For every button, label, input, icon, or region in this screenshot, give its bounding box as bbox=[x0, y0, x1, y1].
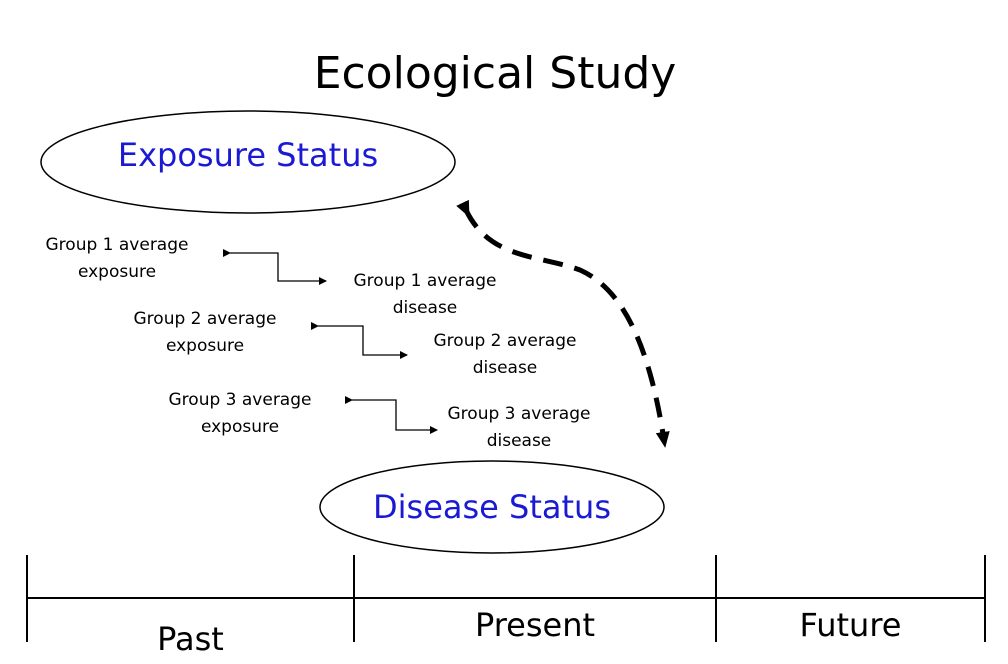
group-3-exposure-text: Group 3 average exposure bbox=[168, 390, 312, 437]
group-3-disease-text: Group 3 average disease bbox=[447, 404, 591, 451]
group-1-connector bbox=[223, 249, 327, 285]
group-2-exposure-text: Group 2 average exposure bbox=[133, 309, 277, 356]
disease-status-ellipse bbox=[319, 460, 665, 554]
timeline-label-past: Past bbox=[157, 620, 224, 658]
group-3-connector bbox=[345, 396, 438, 434]
group-2-connector bbox=[311, 322, 408, 359]
diagram-title: Ecological Study bbox=[313, 48, 677, 99]
group-1-exposure-text: Group 1 average exposure bbox=[45, 235, 189, 282]
disease-status-label: Disease Status bbox=[373, 488, 611, 526]
timeline-label-future: Future bbox=[799, 606, 902, 644]
exposure-disease-dashed-arrow bbox=[456, 199, 670, 448]
exposure-status-ellipse bbox=[40, 110, 456, 214]
exposure-status-label: Exposure Status bbox=[117, 136, 379, 174]
timeline-label-present: Present bbox=[474, 606, 596, 644]
group-1-disease-text: Group 1 average disease bbox=[353, 271, 497, 318]
group-2-disease-text: Group 2 average disease bbox=[433, 331, 577, 378]
